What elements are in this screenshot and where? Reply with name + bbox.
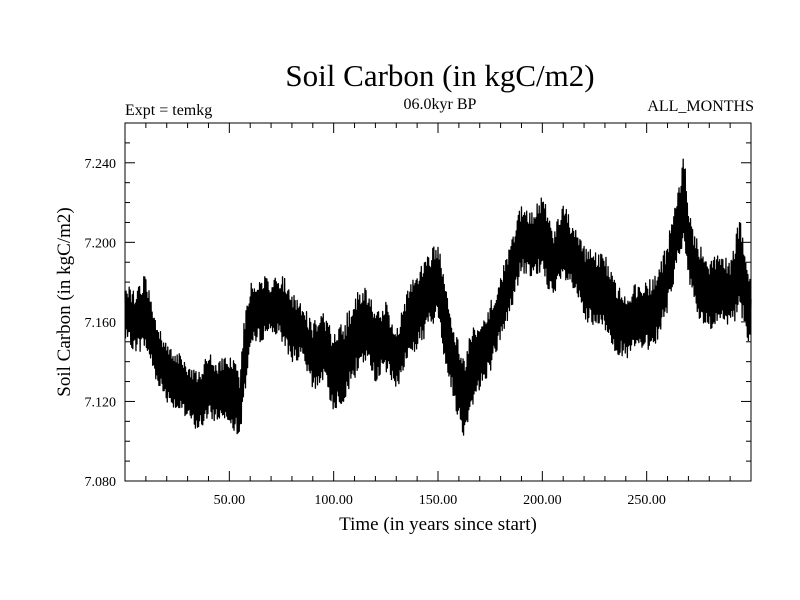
y-tick-label: 7.200 xyxy=(85,236,117,251)
x-tick-label: 100.00 xyxy=(314,493,353,508)
y-axis: 7.080 7.120 7.160 7.200 7.240 xyxy=(85,142,751,490)
x-tick-label: 250.00 xyxy=(627,493,666,508)
y-tick-label: 7.240 xyxy=(85,157,117,172)
experiment-label: Expt = temkg xyxy=(125,102,213,119)
soil-carbon-series-line xyxy=(124,158,752,436)
months-label: ALL_MONTHS xyxy=(647,98,754,115)
y-tick-label: 7.160 xyxy=(85,316,117,331)
chart-subtitle: 06.0kyr BP xyxy=(403,96,477,113)
x-axis: 50.00 100.00 150.00 200.00 250.00 xyxy=(145,123,731,508)
y-tick-label: 7.080 xyxy=(85,475,117,490)
x-tick-label: 150.00 xyxy=(419,493,458,508)
y-tick-label: 7.120 xyxy=(85,395,117,410)
series-layer xyxy=(124,158,752,436)
x-tick-label: 50.00 xyxy=(214,493,246,508)
y-axis-label: Soil Carbon (in kgC/m2) xyxy=(54,207,75,396)
x-axis-label: Time (in years since start) xyxy=(339,514,537,535)
chart-title: Soil Carbon (in kgC/m2) xyxy=(285,58,595,93)
x-tick-label: 200.00 xyxy=(523,493,562,508)
